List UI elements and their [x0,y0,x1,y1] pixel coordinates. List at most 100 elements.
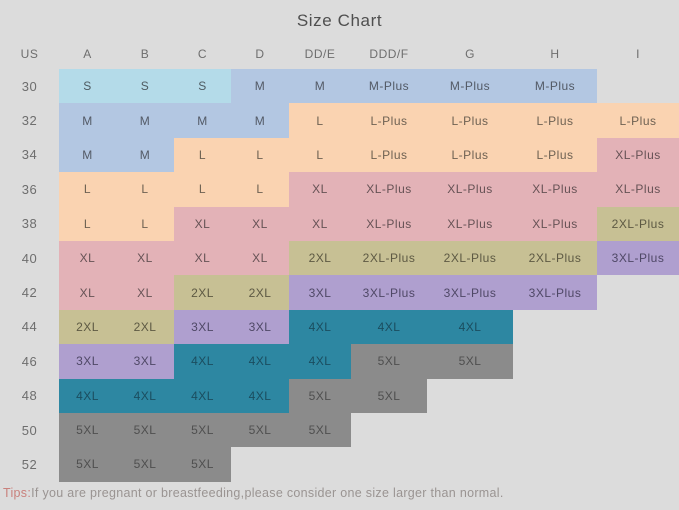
size-cell: 3XL [116,344,174,379]
size-cell: XL [59,275,116,310]
row-label-us-size: 50 [21,422,38,438]
empty-cell [597,413,679,447]
size-cell: 4XL [174,344,231,379]
row-label-us-size: 48 [21,388,38,404]
column-header-a: A [83,46,92,61]
empty-cell [427,413,513,447]
table-row: 30 S S S M M M-Plus M-Plus M-Plus [0,69,679,104]
row-label-us-size: 32 [21,113,38,129]
size-cell: XL [174,206,231,241]
table-row: 34 M M L L L L-Plus L-Plus L-Plus XL-Plus [0,137,679,173]
empty-cell [513,310,597,344]
column-header-i: I [636,46,640,61]
footnote-tips-label: Tips: [3,486,32,500]
row-label-us-size: 42 [21,285,38,301]
size-cell: L-Plus [427,137,513,173]
row-label-us-size: 30 [21,78,38,94]
table-row: 40 XL XL XL XL 2XL 2XL-Plus 2XL-Plus 2XL-Plus 3XL… [0,240,679,276]
empty-cell [597,379,679,413]
size-cell: XL [289,172,351,207]
size-cell: XL [116,240,174,276]
size-cell: 3XL [59,344,116,379]
size-cell: 3XL-Plus [427,275,513,310]
size-cell: 2XL [289,240,351,276]
size-cell: L [231,137,289,173]
size-cell: L [289,137,351,173]
size-cell: XL-Plus [427,172,513,207]
size-cell: 5XL [289,412,351,448]
empty-cell [513,447,597,481]
size-cell: L-Plus [427,103,513,138]
column-header-b: B [140,46,150,61]
size-cell: 4XL [289,344,351,379]
size-cell: 5XL [427,344,513,379]
size-cell: L [174,172,231,207]
size-cell: S [174,69,231,104]
empty-cell [597,447,679,481]
size-cell: XL [116,275,174,310]
size-cell: M [59,137,116,173]
size-cell: M-Plus [513,69,597,104]
table-row: 44 2XL 2XL 3XL 3XL 4XL 4XL 4XL [0,309,679,345]
row-label-us-size: 52 [21,456,38,472]
size-cell: 3XL [174,309,231,345]
size-cell: 5XL [59,412,116,448]
footnote-text: If you are pregnant or breastfeeding,ple… [31,486,504,500]
row-label-us-size: 38 [21,216,38,232]
size-cell: 5XL [351,378,427,413]
table-row: 46 3XL 3XL 4XL 4XL 4XL 5XL 5XL [0,344,679,379]
size-cell: 5XL [289,378,351,413]
size-cell: M [59,103,116,138]
size-cell: 4XL [116,378,174,413]
size-cell: 5XL [174,447,231,482]
page-title: Size Chart [296,11,383,30]
empty-cell [289,447,351,481]
size-cell: 4XL [59,378,116,413]
empty-cell [597,69,679,103]
size-cell: 2XL-Plus [351,240,427,276]
size-cell: 4XL [231,344,289,379]
footnote: Tips:If you are pregnant or breastfeedin… [3,486,504,500]
size-cell: 4XL [427,309,513,345]
table-row: 32 M M M M L L-Plus L-Plus L-Plus L-Plus [0,103,679,138]
empty-cell [597,344,679,378]
size-cell: 4XL [289,309,351,345]
size-cell: 4XL [351,309,427,345]
size-cell: L-Plus [597,103,679,138]
size-cell: L [174,137,231,173]
table-row: 48 4XL 4XL 4XL 4XL 5XL 5XL [0,378,679,413]
empty-cell [351,413,427,447]
size-cell: 3XL [289,275,351,310]
size-cell: 2XL [116,309,174,345]
empty-cell [427,447,513,481]
size-cell: L-Plus [513,137,597,173]
size-grid: 30 S S S M M M-Plus M-Plus M-Plus 32 M M M M L L-Plus L-… [0,69,679,482]
size-cell: 5XL [174,412,231,448]
table-row: 52 5XL 5XL 5XL [0,447,679,482]
size-cell: 5XL [59,447,116,482]
size-cell: M [289,69,351,104]
column-header-dd-e: DD/E [304,46,336,61]
size-cell: XL-Plus [351,206,427,241]
size-cell: 5XL [231,412,289,448]
size-cell: M [116,137,174,173]
size-cell: L-Plus [351,137,427,173]
table-header: US A B C D DD/E DDD/F G H I [0,38,679,69]
empty-cell [513,413,597,447]
column-header-ddd-f: DDD/F [369,46,409,61]
empty-cell [351,447,427,481]
table-row: 42 XL XL 2XL 2XL 3XL 3XL-Plus 3XL-Plus 3XL-Plus [0,275,679,310]
size-cell: 2XL-Plus [513,240,597,276]
size-cell: L [59,172,116,207]
size-cell: M [174,103,231,138]
empty-cell [427,379,513,413]
size-cell: L [59,206,116,241]
size-cell: XL-Plus [513,206,597,241]
size-cell: XL-Plus [597,172,679,207]
size-cell: M [231,103,289,138]
size-cell: M [116,103,174,138]
size-cell: XL [231,240,289,276]
empty-cell [597,310,679,344]
size-cell: L [116,172,174,207]
